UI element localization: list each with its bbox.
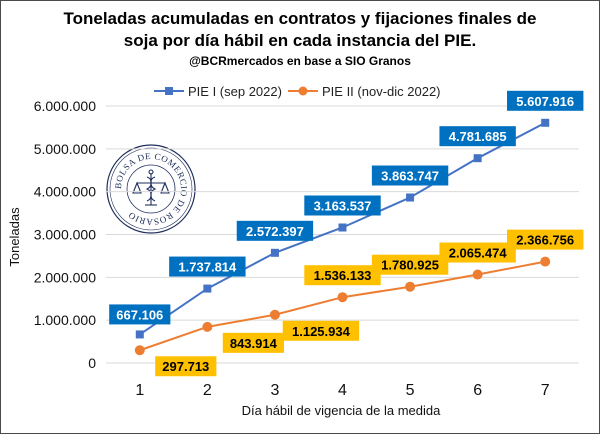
data-label-pie-1: 1.737.814 [169,256,246,277]
data-point-pie-2[interactable] [337,292,348,303]
data-label-box [155,356,217,377]
data-label-text: 3.863.747 [381,169,439,184]
data-label-pie-1: 667.106 [109,304,171,325]
data-label-text: 1.536.133 [314,268,372,283]
data-label-text: 297.713 [162,359,209,374]
legend-marker-pie-1 [165,87,173,95]
legend-label-pie-2: PIE II (nov-dic 2022) [322,84,441,99]
data-label-pie-2: 1.536.133 [304,265,381,286]
data-label-text: 1.125.934 [292,324,351,339]
x-tick-label: 6 [473,382,482,399]
legend-item-pie-2[interactable]: PIE II (nov-dic 2022) [288,84,441,99]
chart-title-line-2: soja por día hábil en cada instancia del… [124,31,476,50]
x-tick-label: 4 [338,382,347,399]
data-label-text: 2.065.474 [449,246,508,261]
data-label-text: 843.914 [230,336,278,351]
caduceus-scales-icon [132,169,170,206]
x-tick-label: 7 [541,382,550,399]
data-label-box [282,320,360,341]
data-label-text: 2.572.397 [246,224,304,239]
data-label-text: 1.737.814 [178,260,237,275]
data-label-text: 1.780.925 [381,258,439,273]
chart-title-line-1: Toneladas acumuladas en contratos y fija… [63,9,536,28]
chart-subtitle: @BCRmercados en base a SIO Granos [189,54,411,68]
data-label-text: 5.607.916 [516,94,574,109]
data-point-pie-1[interactable] [135,330,144,339]
data-labels-layer: 667.106 1.737.814 2.572.397 3.163.537 3.863.… [109,90,584,377]
x-axis-label: Día hábil de vigencia de la medida [242,403,442,418]
y-axis-label: Toneladas [7,207,22,267]
y-tick-label: 1.000.000 [34,312,96,328]
legend-item-pie-1[interactable]: PIE I (sep 2022) [154,84,282,99]
series-layer [134,118,551,356]
x-tick-label: 5 [406,382,415,399]
x-tick-label: 2 [203,382,212,399]
data-label-pie-1: 5.607.916 [507,90,584,111]
data-label-box [109,304,171,325]
y-tick-label: 0 [88,355,96,371]
data-label-text: 667.106 [116,307,163,322]
data-label-text: 3.163.537 [314,198,372,213]
data-point-pie-2[interactable] [540,256,551,267]
y-tick-label: 4.000.000 [34,184,96,200]
data-label-box [236,220,314,241]
y-tick-labels: 0 1.000.000 2.000.000 3.000.000 4.000.000 5.0… [34,98,97,371]
data-point-pie-2[interactable] [472,269,483,280]
data-label-pie-1: 2.572.397 [236,220,314,241]
data-label-pie-2: 843.914 [222,332,284,353]
data-label-pie-2: 297.713 [155,356,217,377]
data-label-box [304,195,381,216]
legend-label-pie-1: PIE I (sep 2022) [188,84,282,99]
data-label-box [371,165,449,186]
y-tick-label: 2.000.000 [34,269,96,285]
bolsa-rosario-seal: BOLSA DE COMERCIO DE ROSARIO [106,144,196,234]
data-label-pie-2: 1.125.934 [282,320,360,341]
legend-marker-pie-2 [298,86,308,96]
data-point-pie-2[interactable] [202,321,213,332]
data-point-pie-2[interactable] [269,309,280,320]
data-label-pie-2: 2.065.474 [439,242,516,263]
legend: PIE I (sep 2022) PIE II (nov-dic 2022) [154,84,441,99]
data-label-box [439,242,516,263]
data-label-pie-2: 1.780.925 [371,254,449,275]
data-point-pie-1[interactable] [203,284,212,293]
data-point-pie-1[interactable] [406,193,415,202]
data-label-box [507,90,584,111]
data-label-pie-1: 4.781.685 [439,126,516,147]
data-label-pie-1: 3.163.537 [304,195,381,216]
y-tick-label: 3.000.000 [34,227,96,243]
data-label-box [222,332,284,353]
data-point-pie-1[interactable] [473,154,482,163]
data-label-box [304,265,381,286]
data-label-box [169,256,246,277]
data-label-text: 4.781.685 [449,129,507,144]
data-point-pie-1[interactable] [541,118,550,127]
x-tick-label: 1 [135,382,144,399]
x-tick-label: 3 [270,382,279,399]
x-tick-labels: 1 2 3 4 5 6 7 [135,382,549,399]
data-point-pie-2[interactable] [405,281,416,292]
data-point-pie-2[interactable] [134,345,145,356]
y-tick-label: 6.000.000 [34,98,96,114]
data-label-pie-1: 3.863.747 [371,165,449,186]
y-tick-label: 5.000.000 [34,141,96,157]
data-label-pie-2: 2.366.756 [507,229,584,250]
data-label-box [507,229,584,250]
data-label-box [371,254,449,275]
data-label-text: 2.366.756 [516,233,574,248]
data-point-pie-1[interactable] [270,248,279,257]
data-label-box [439,126,516,147]
data-point-pie-1[interactable] [338,223,347,232]
